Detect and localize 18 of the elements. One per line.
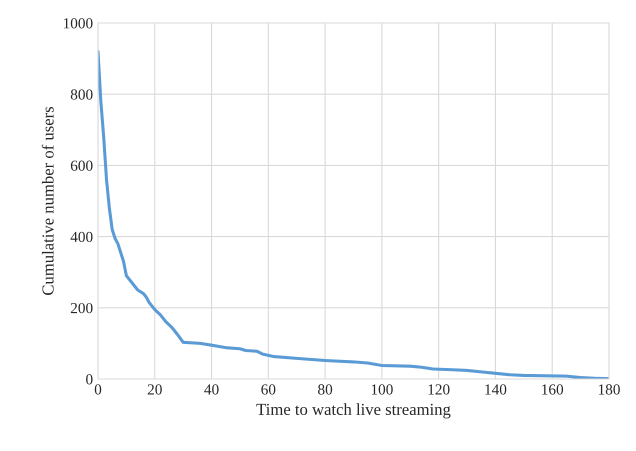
x-tick-label: 80 <box>318 384 332 395</box>
x-tick-label: 60 <box>261 384 276 395</box>
x-axis-title: Time to watch live streaming <box>256 403 451 418</box>
x-tick-label: 120 <box>428 384 450 395</box>
x-tick-label: 100 <box>372 384 393 395</box>
y-tick-label: 200 <box>70 302 93 314</box>
x-tick-label: 180 <box>598 384 620 395</box>
x-tick-label: 40 <box>204 384 219 395</box>
x-tick-label: 140 <box>485 384 506 395</box>
x-tick-label: 20 <box>148 384 162 395</box>
y-tick-label: 800 <box>70 89 93 100</box>
y-tick-label: 1000 <box>64 18 93 28</box>
y-axis-title: Cumulative number of users <box>42 106 54 295</box>
y-tick-label: 400 <box>70 232 93 242</box>
x-tick-label: 0 <box>94 384 102 395</box>
y-tick-label: 600 <box>70 160 93 171</box>
y-tick-label: 0 <box>86 374 93 384</box>
x-tick-label: 160 <box>542 384 564 395</box>
